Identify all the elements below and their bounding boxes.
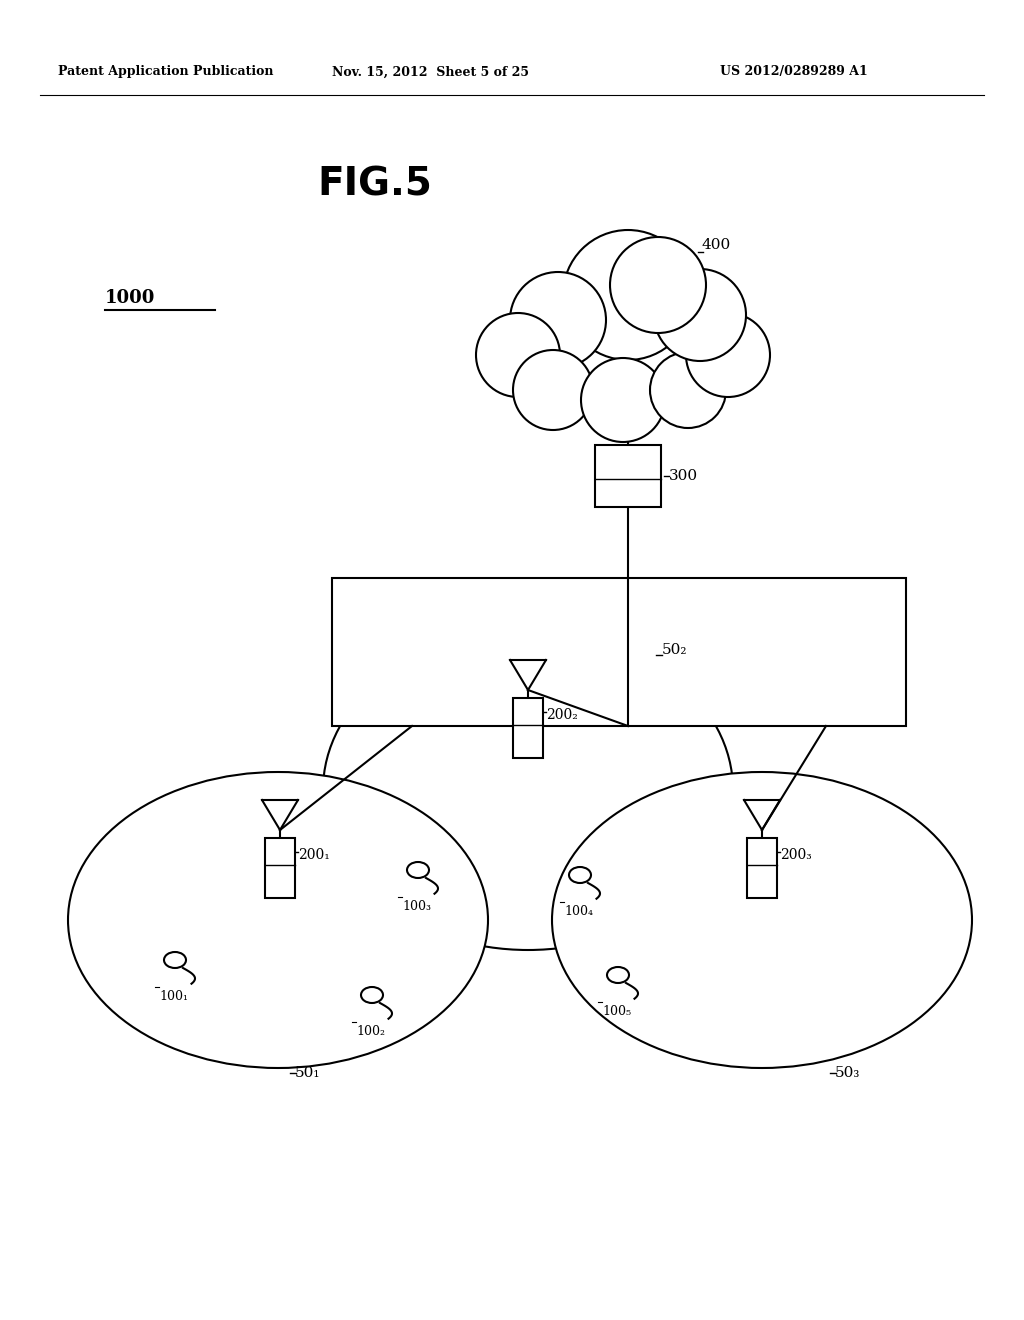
Text: 100₅: 100₅ (602, 1005, 631, 1018)
Ellipse shape (552, 772, 972, 1068)
Ellipse shape (164, 952, 186, 968)
Ellipse shape (323, 630, 733, 950)
Circle shape (686, 313, 770, 397)
Circle shape (650, 352, 726, 428)
Text: 100₃: 100₃ (402, 900, 431, 913)
FancyBboxPatch shape (595, 445, 662, 507)
Circle shape (476, 313, 560, 397)
Text: Nov. 15, 2012  Sheet 5 of 25: Nov. 15, 2012 Sheet 5 of 25 (332, 66, 528, 78)
FancyBboxPatch shape (332, 578, 906, 726)
Ellipse shape (407, 862, 429, 878)
Circle shape (563, 230, 693, 360)
Text: US 2012/0289289 A1: US 2012/0289289 A1 (720, 66, 867, 78)
FancyBboxPatch shape (265, 838, 295, 898)
Ellipse shape (569, 867, 591, 883)
Text: 200₂: 200₂ (546, 708, 578, 722)
Circle shape (610, 238, 706, 333)
Circle shape (581, 358, 665, 442)
FancyBboxPatch shape (746, 838, 777, 898)
Text: 50₂: 50₂ (662, 643, 687, 657)
Text: FIG.5: FIG.5 (317, 166, 432, 205)
Circle shape (513, 350, 593, 430)
Ellipse shape (607, 968, 629, 983)
Text: 100₂: 100₂ (356, 1026, 385, 1038)
Circle shape (654, 269, 746, 360)
FancyBboxPatch shape (513, 698, 543, 758)
Ellipse shape (68, 772, 488, 1068)
Text: 300: 300 (669, 469, 698, 483)
Text: 50₁: 50₁ (295, 1067, 321, 1080)
Text: 50₃: 50₃ (835, 1067, 860, 1080)
Text: 200₃: 200₃ (780, 847, 812, 862)
Text: 400: 400 (702, 238, 731, 252)
Text: 100₁: 100₁ (159, 990, 188, 1003)
Text: Patent Application Publication: Patent Application Publication (58, 66, 273, 78)
Text: 200₁: 200₁ (298, 847, 330, 862)
Circle shape (510, 272, 606, 368)
Text: 1000: 1000 (105, 289, 156, 308)
Text: 100₄: 100₄ (564, 906, 593, 917)
Ellipse shape (361, 987, 383, 1003)
